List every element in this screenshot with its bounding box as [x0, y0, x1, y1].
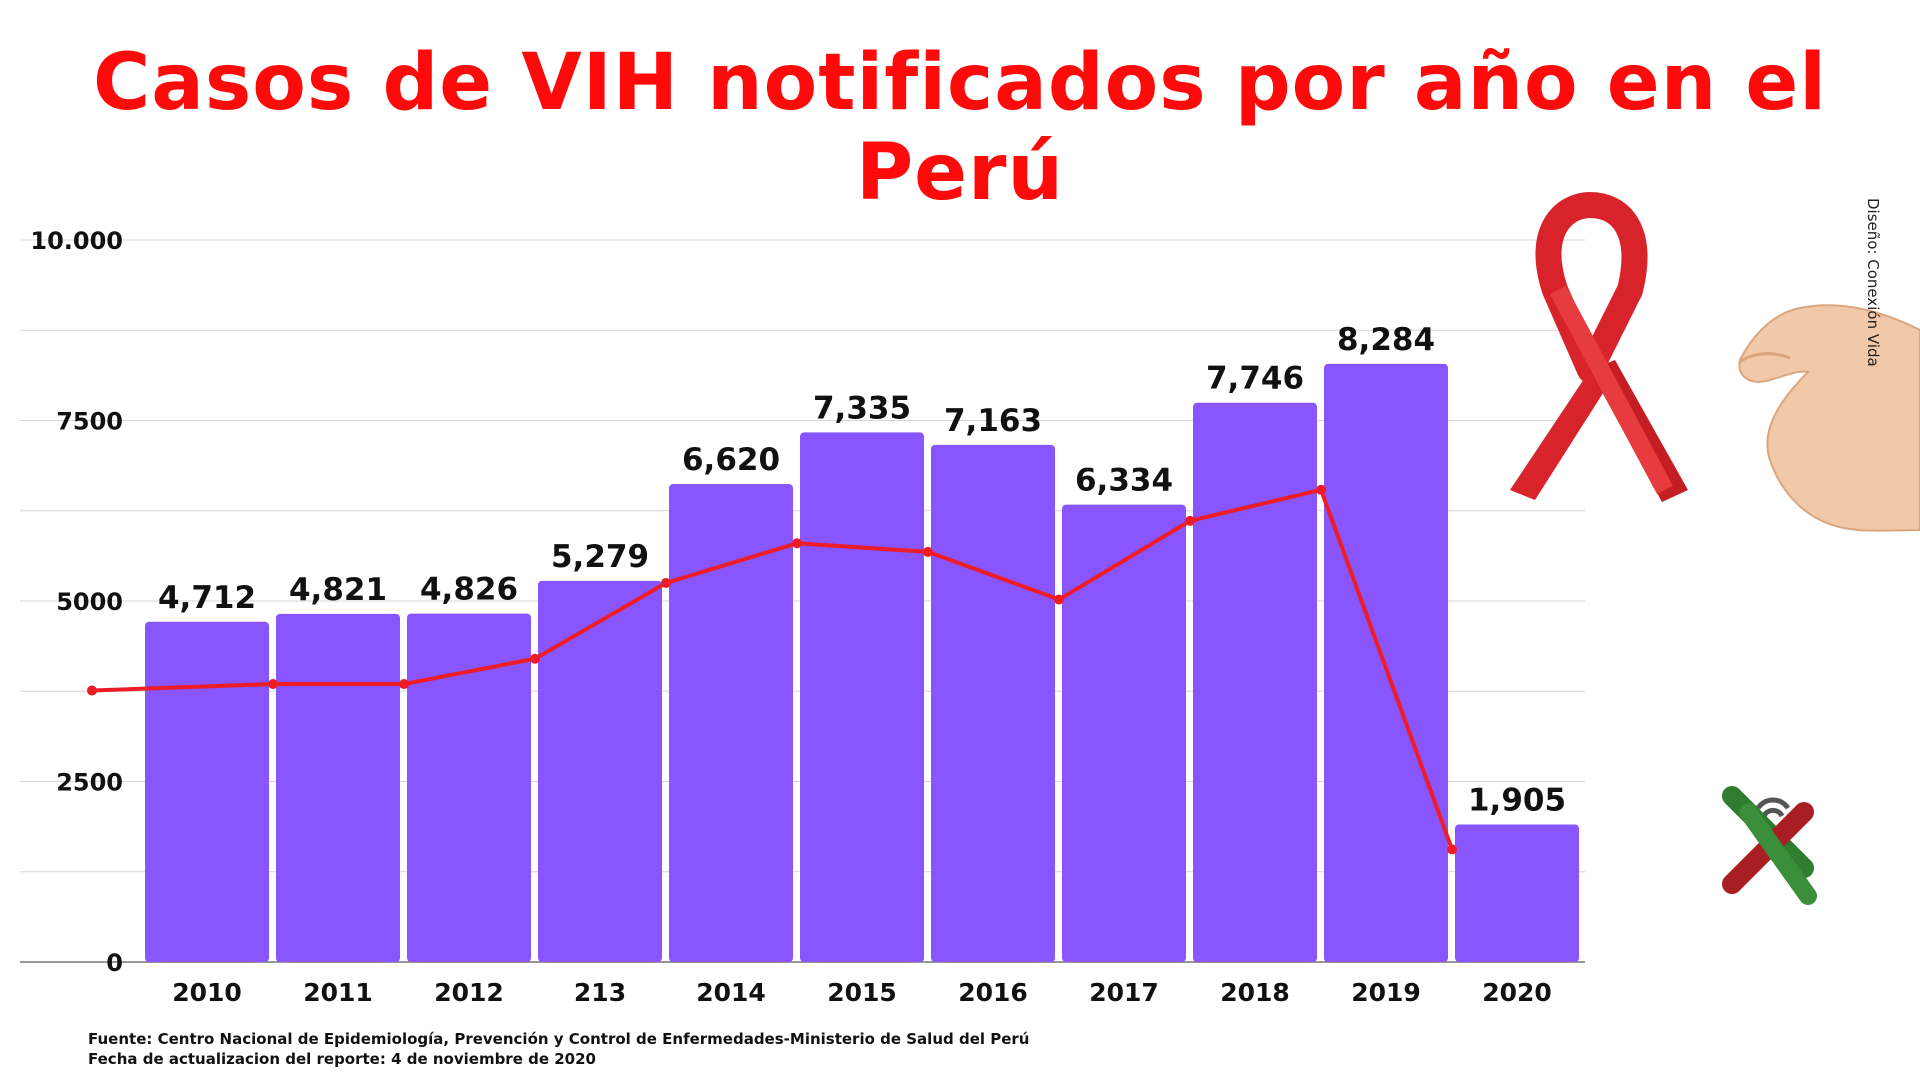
- bar-value-label: 7,163: [944, 403, 1042, 439]
- x-tick-label: 2015: [827, 978, 897, 1007]
- trend-point: [1185, 515, 1195, 526]
- hand-shape: [1738, 304, 1920, 532]
- x-tick-label: 2011: [303, 978, 373, 1007]
- trend-point: [87, 685, 97, 696]
- bar-value-label: 6,620: [682, 442, 780, 478]
- x-tick-label: 2017: [1089, 978, 1159, 1007]
- bar: [1193, 402, 1317, 963]
- bar: [669, 484, 793, 962]
- x-tick-label: 2014: [696, 978, 766, 1007]
- bar: [145, 621, 269, 962]
- x-tick-label: 2010: [172, 978, 242, 1007]
- ribbon-loop: [1535, 192, 1648, 383]
- x-tick-label: 2020: [1482, 978, 1552, 1007]
- bar-value-label: 8,284: [1337, 322, 1435, 358]
- trend-point: [792, 538, 802, 549]
- y-tick-label: 10.000: [30, 227, 123, 255]
- source-note: Fuente: Centro Nacional de Epidemiología…: [88, 1030, 1030, 1048]
- x-tick-label: 213: [574, 978, 626, 1007]
- bar: [1062, 504, 1186, 962]
- trend-point: [1054, 594, 1064, 605]
- bar: [800, 432, 924, 963]
- bar-value-label: 7,746: [1206, 361, 1304, 397]
- chart-title: Casos de VIH notificados por año en el P…: [92, 38, 1828, 218]
- design-credit: Diseño: Conexión Vida: [1864, 198, 1882, 367]
- red-ribbon-hand-image: [1510, 192, 1920, 532]
- report-date-note: Fecha de actualizacion del reporte: 4 de…: [88, 1050, 596, 1068]
- bar-value-label: 4,712: [158, 580, 256, 616]
- bar: [1455, 824, 1579, 962]
- bar-value-label: 6,334: [1075, 463, 1173, 499]
- y-tick-label: 0: [106, 949, 123, 977]
- x-tick-label: 2016: [958, 978, 1028, 1007]
- trend-point: [530, 653, 540, 664]
- bar: [931, 444, 1055, 962]
- trend-point: [1316, 484, 1326, 495]
- bar: [538, 580, 662, 962]
- conexion-vida-logo: [1722, 786, 1817, 905]
- trend-point: [268, 679, 278, 690]
- trend-point: [661, 577, 671, 588]
- bar-value-label: 5,279: [551, 539, 649, 575]
- bar-value-label: 7,335: [813, 390, 911, 426]
- y-tick-label: 2500: [56, 769, 123, 797]
- x-tick-label: 2018: [1220, 978, 1290, 1007]
- bar-value-label: 4,821: [289, 572, 387, 608]
- y-tick-label: 7500: [56, 408, 123, 436]
- y-tick-label: 5000: [56, 588, 123, 616]
- bar-value-label: 4,826: [420, 572, 518, 608]
- ribbon-tail-left: [1510, 370, 1605, 500]
- bar: [276, 613, 400, 962]
- trend-point: [1447, 844, 1457, 855]
- trend-point: [923, 546, 933, 557]
- x-tick-label: 2012: [434, 978, 504, 1007]
- x-tick-label: 2019: [1351, 978, 1421, 1007]
- bar: [407, 613, 531, 962]
- trend-point: [399, 679, 409, 690]
- bar-value-label: 1,905: [1468, 782, 1566, 818]
